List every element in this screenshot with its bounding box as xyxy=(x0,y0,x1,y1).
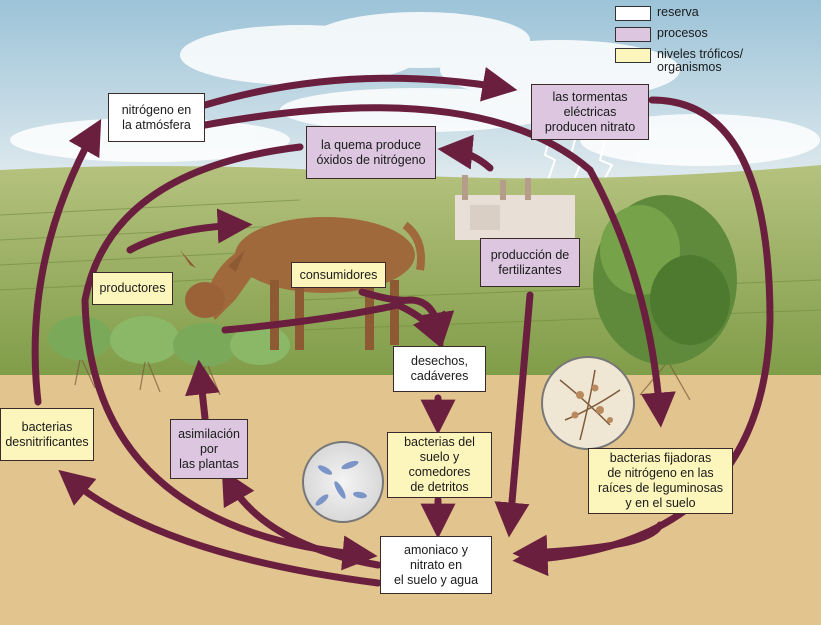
legend-item-procesos: procesos xyxy=(615,27,815,42)
factory-illustration xyxy=(455,175,575,240)
node-bacterias-suelo: bacterias del suelo y comedores de detri… xyxy=(387,432,492,498)
arrow-fertilizantes-to-amoniaco xyxy=(494,291,534,538)
legend: reserva procesos niveles tróficos/ organ… xyxy=(615,6,815,80)
legend-swatch-procesos xyxy=(615,27,651,42)
legend-label-niveles: niveles tróficos/ organismos xyxy=(657,47,744,74)
arrow-atmosfera-to-tormentas xyxy=(201,67,518,109)
legend-label-procesos: procesos xyxy=(657,26,708,40)
root-nodule-microscope-view xyxy=(541,356,635,450)
legend-item-reserva: reserva xyxy=(615,6,815,21)
arrow-factory-to-quema xyxy=(437,134,494,172)
node-desechos-cadaveres: desechos, cadáveres xyxy=(393,346,486,392)
node-nitrogeno-atmosfera: nitrógeno en la atmósfera xyxy=(108,93,205,142)
node-tormentas-electricas: las tormentas eléctricas producen nitrat… xyxy=(531,84,649,140)
arrow-desnitrificantes-to-atmosfera xyxy=(31,119,102,406)
arrow-quema-to-amoniaco xyxy=(81,143,378,571)
legend-swatch-niveles xyxy=(615,48,651,63)
arrow-consumidores-to-desechos xyxy=(358,288,455,348)
arrow-fijadoras-to-amoniaco xyxy=(512,521,664,570)
legend-item-niveles: niveles tróficos/ organismos xyxy=(615,48,815,74)
node-quema-oxidos: la quema produce óxidos de nitrógeno xyxy=(306,126,436,179)
node-bacterias-fijadoras: bacterias fijadoras de nitrógeno en las … xyxy=(588,448,733,514)
arrow-atmosfera-to-fijadoras xyxy=(201,104,676,428)
node-produccion-fertilizantes: producción de fertilizantes xyxy=(480,238,580,287)
legend-label-reserva: reserva xyxy=(657,5,699,19)
node-consumidores: consumidores xyxy=(291,262,386,288)
node-bacterias-desnitrificantes: bacterias desnitrificantes xyxy=(0,408,94,461)
node-asimilacion-plantas: asimilación por las plantas xyxy=(170,419,248,479)
legend-swatch-reserva xyxy=(615,6,651,21)
node-amoniaco-nitrato: amoniaco y nitrato en el suelo y agua xyxy=(380,536,492,594)
arrow-amoniaco-to-desnitrificantes xyxy=(58,469,382,587)
bacteria-microscope-view xyxy=(302,441,384,523)
node-productores: productores xyxy=(92,272,173,305)
cabbage-plants xyxy=(48,316,290,367)
cycle-arrows xyxy=(31,67,774,587)
arrow-asimilacion-to-plants xyxy=(185,359,220,422)
arrow-productores-to-deer xyxy=(126,208,253,254)
arrow-amoniaco-to-asimilacion xyxy=(221,469,382,569)
